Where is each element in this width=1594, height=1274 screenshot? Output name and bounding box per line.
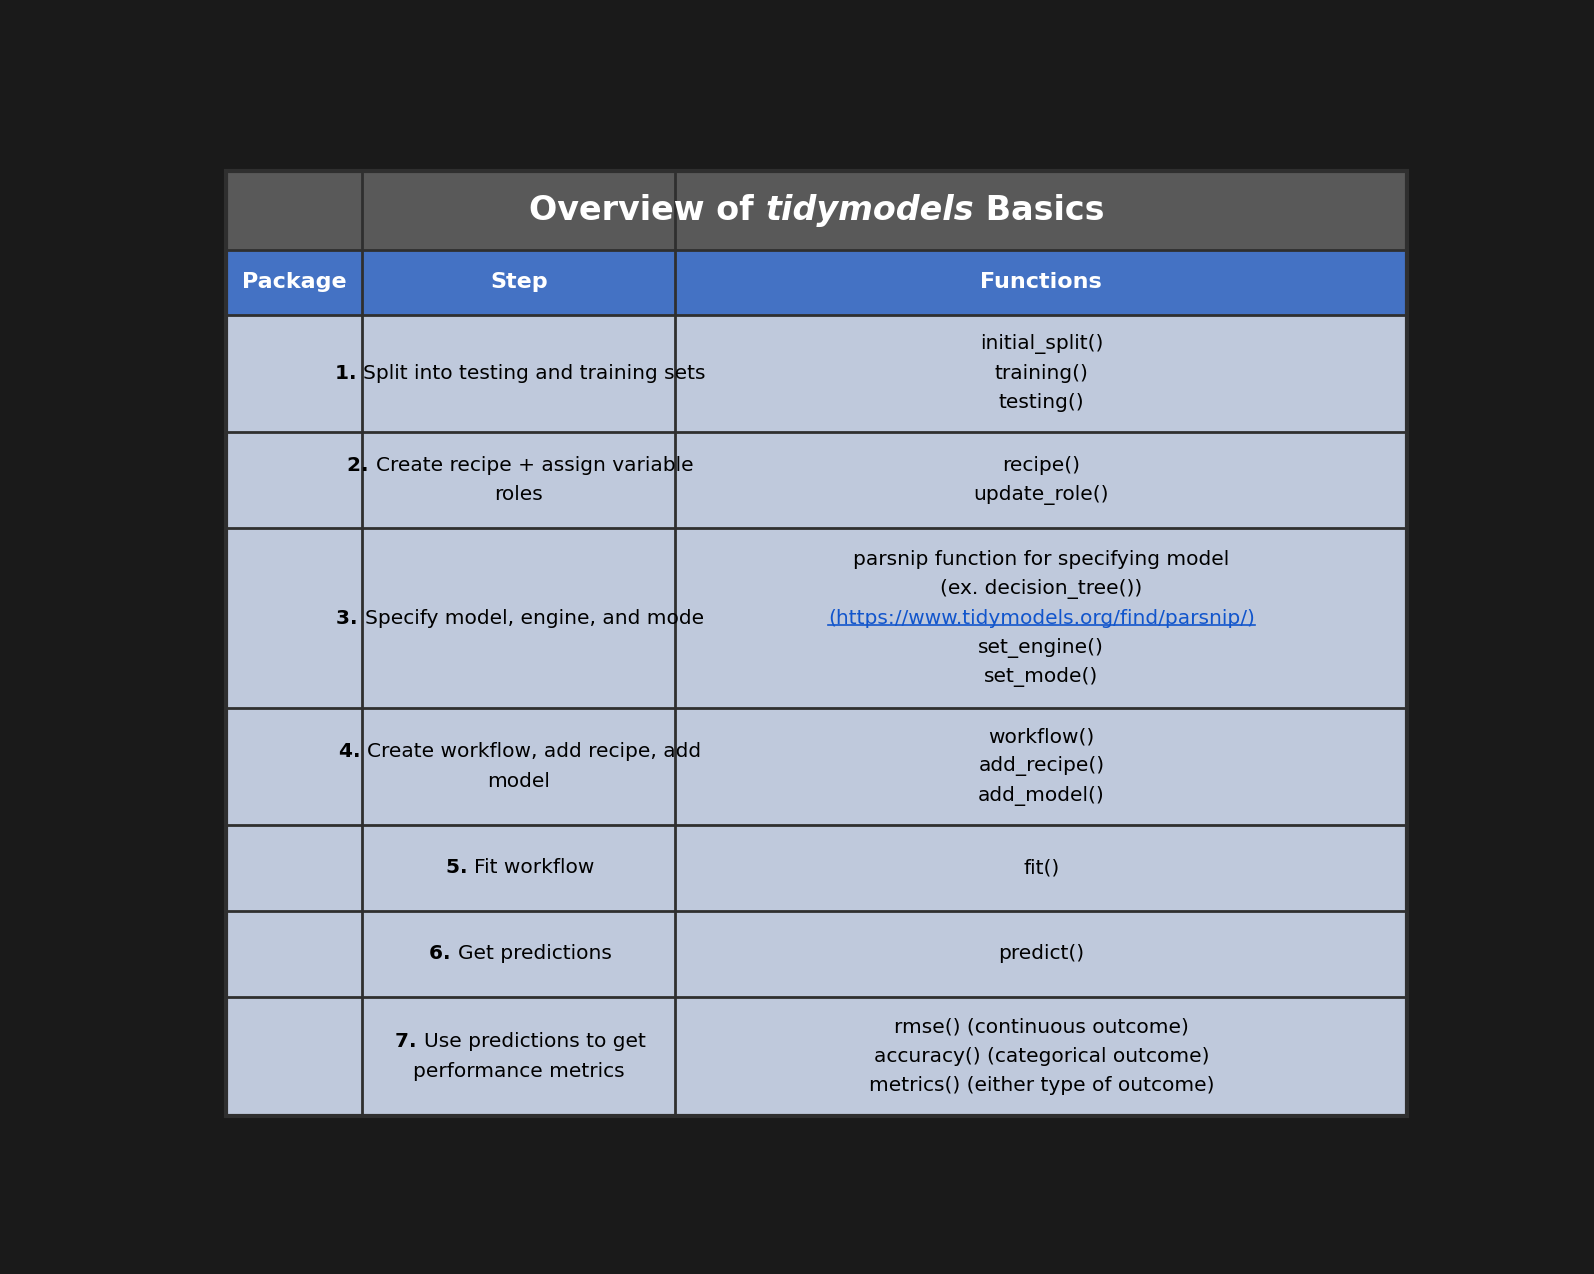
Text: 3.: 3. — [336, 609, 365, 628]
Text: Fit workflow: Fit workflow — [475, 859, 595, 877]
Bar — [226, 250, 1408, 316]
Text: 1.: 1. — [335, 364, 363, 383]
Text: metrics() (either type of outcome): metrics() (either type of outcome) — [869, 1077, 1215, 1096]
Text: Package: Package — [242, 273, 346, 293]
Text: update_role(): update_role() — [974, 484, 1109, 505]
Bar — [226, 996, 1408, 1116]
Text: Overview of: Overview of — [529, 194, 765, 227]
Text: 7.: 7. — [395, 1032, 424, 1051]
Bar — [226, 316, 1408, 432]
Text: parsnip function for specifying model: parsnip function for specifying model — [853, 549, 1229, 568]
Text: 6.: 6. — [429, 944, 457, 963]
Text: workflow(): workflow() — [988, 727, 1095, 747]
Text: model: model — [488, 772, 550, 791]
Bar — [226, 432, 1408, 527]
Text: fit(): fit() — [1023, 859, 1060, 877]
Text: Basics: Basics — [974, 194, 1105, 227]
Text: set_engine(): set_engine() — [979, 637, 1105, 657]
Text: training(): training() — [995, 364, 1089, 383]
Text: 2.: 2. — [347, 456, 376, 475]
Text: tidymodels: tidymodels — [765, 194, 974, 227]
Text: Create workflow, add recipe, add: Create workflow, add recipe, add — [367, 743, 701, 761]
Text: recipe(): recipe() — [1003, 456, 1081, 475]
Text: 4.: 4. — [340, 743, 367, 761]
Text: (ex. decision_tree()): (ex. decision_tree()) — [940, 578, 1143, 599]
Text: testing(): testing() — [998, 394, 1084, 413]
Text: 5.: 5. — [446, 859, 475, 877]
Text: add_model(): add_model() — [979, 786, 1105, 806]
Text: roles: roles — [494, 485, 544, 505]
Text: initial_split(): initial_split() — [980, 334, 1103, 354]
Text: (https://www.tidymodels.org/find/parsnip/): (https://www.tidymodels.org/find/parsnip… — [827, 609, 1254, 628]
Text: Create recipe + assign variable: Create recipe + assign variable — [376, 456, 693, 475]
Bar — [226, 824, 1408, 911]
Text: accuracy() (categorical outcome): accuracy() (categorical outcome) — [874, 1047, 1210, 1066]
Text: Use predictions to get: Use predictions to get — [424, 1032, 646, 1051]
Bar — [226, 708, 1408, 824]
Text: add_recipe(): add_recipe() — [979, 757, 1105, 776]
Bar — [226, 171, 1408, 250]
Text: Get predictions: Get predictions — [457, 944, 612, 963]
Text: Specify model, engine, and mode: Specify model, engine, and mode — [365, 609, 705, 628]
Text: Split into testing and training sets: Split into testing and training sets — [363, 364, 706, 383]
Text: predict(): predict() — [998, 944, 1084, 963]
Text: rmse() (continuous outcome): rmse() (continuous outcome) — [894, 1018, 1189, 1037]
Bar — [226, 911, 1408, 996]
Text: Functions: Functions — [980, 273, 1101, 293]
Text: Step: Step — [489, 273, 547, 293]
Text: set_mode(): set_mode() — [983, 668, 1098, 687]
Bar — [226, 527, 1408, 708]
Text: performance metrics: performance metrics — [413, 1061, 625, 1080]
